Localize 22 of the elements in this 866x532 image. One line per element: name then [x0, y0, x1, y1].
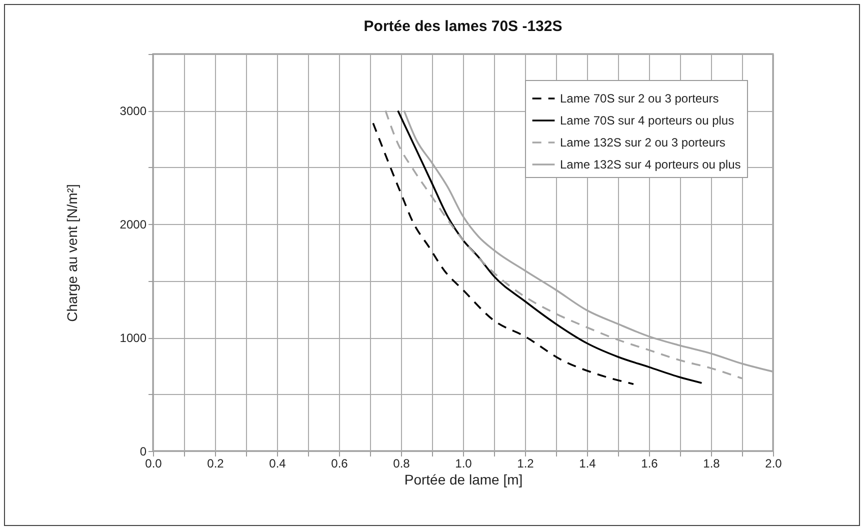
x-tick-label: 0.0 — [145, 456, 162, 470]
x-tick-label: 0.4 — [269, 456, 286, 470]
x-axis-title: Portée de lame [m] — [404, 472, 523, 488]
legend-label: Lame 70S sur 4 porteurs ou plus — [560, 114, 734, 128]
x-tick-label: 1.6 — [641, 456, 658, 470]
legend-label: Lame 132S sur 2 ou 3 porteurs — [560, 136, 726, 150]
x-tick-label: 0.8 — [393, 456, 410, 470]
y-tick-label: 2000 — [120, 218, 147, 232]
y-tick-label: 0 — [140, 444, 147, 458]
y-tick-label: 1000 — [120, 331, 147, 346]
y-tick-label: 3000 — [120, 104, 147, 118]
x-tick-label: 1.8 — [703, 456, 720, 470]
legend-label: Lame 132S sur 4 porteurs ou plus — [560, 158, 741, 172]
y-axis-title: Charge au vent [N/m²] — [64, 184, 80, 322]
x-tick-label: 2.0 — [765, 456, 782, 470]
x-tick-label: 1.0 — [455, 456, 472, 470]
legend-label: Lame 70S sur 2 ou 3 porteurs — [560, 92, 719, 106]
x-tick-label: 0.2 — [207, 456, 224, 470]
x-tick-label: 1.4 — [579, 456, 596, 470]
x-tick-label: 0.6 — [331, 456, 348, 470]
chart-title: Portée des lames 70S -132S — [364, 18, 562, 35]
x-tick-label: 1.2 — [517, 456, 534, 470]
